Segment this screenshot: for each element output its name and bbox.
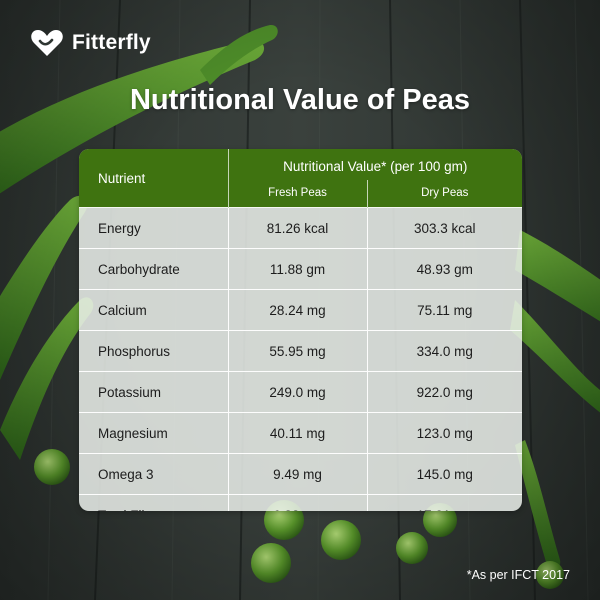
table-row: Total Fiber 6.32 gm 17.01 gm [79,494,522,511]
heart-icon [31,30,63,56]
nutrient-name: Magnesium [79,412,229,454]
fresh-value: 81.26 kcal [228,207,368,249]
nutrient-name: Energy [79,207,229,249]
dry-value: 75.11 mg [367,289,522,331]
dry-value: 922.0 mg [367,371,522,413]
fresh-peas-header: Fresh Peas [228,180,368,208]
dry-value: 145.0 mg [367,453,522,495]
nutrient-name: Carbohydrate [79,248,229,290]
brand-name: Fitterfly [72,31,151,54]
dry-value: 48.93 gm [367,248,522,290]
nutrient-name: Omega 3 [79,453,229,495]
dry-value: 303.3 kcal [367,207,522,249]
value-column-header: Nutritional Value* (per 100 gm) [228,149,522,180]
nutrient-name: Phosphorus [79,330,229,372]
page-title: Nutritional Value of Peas [129,84,471,116]
table-row: Calcium 28.24 mg 75.11 mg [79,289,522,331]
table-row: Potassium 249.0 mg 922.0 mg [79,371,522,413]
brand-logo: Fitterfly [30,26,151,60]
dry-peas-header: Dry Peas [367,180,522,208]
dry-value: 17.01 gm [367,494,522,511]
nutrition-table: Nutrient Nutritional Value* (per 100 gm)… [79,149,522,511]
dry-value: 123.0 mg [367,412,522,454]
nutrient-name: Total Fiber [79,494,229,511]
nutrient-name: Potassium [79,371,229,413]
source-footnote: *As per IFCT 2017 [466,568,570,582]
fresh-value: 11.88 gm [228,248,368,290]
nutrient-name: Calcium [79,289,229,331]
fresh-value: 6.32 gm [228,494,368,511]
pea-pods [0,24,600,589]
table-row: Phosphorus 55.95 mg 334.0 mg [79,330,522,372]
fresh-value: 55.95 mg [228,330,368,372]
table-row: Carbohydrate 11.88 gm 48.93 gm [79,248,522,290]
nutrient-column-header: Nutrient [79,149,229,208]
fresh-value: 28.24 mg [228,289,368,331]
fresh-value: 249.0 mg [228,371,368,413]
table-row: Magnesium 40.11 mg 123.0 mg [79,412,522,454]
table-row: Omega 3 9.49 mg 145.0 mg [79,453,522,495]
fresh-value: 9.49 mg [228,453,368,495]
fresh-value: 40.11 mg [228,412,368,454]
table-row: Energy 81.26 kcal 303.3 kcal [79,207,522,249]
dry-value: 334.0 mg [367,330,522,372]
